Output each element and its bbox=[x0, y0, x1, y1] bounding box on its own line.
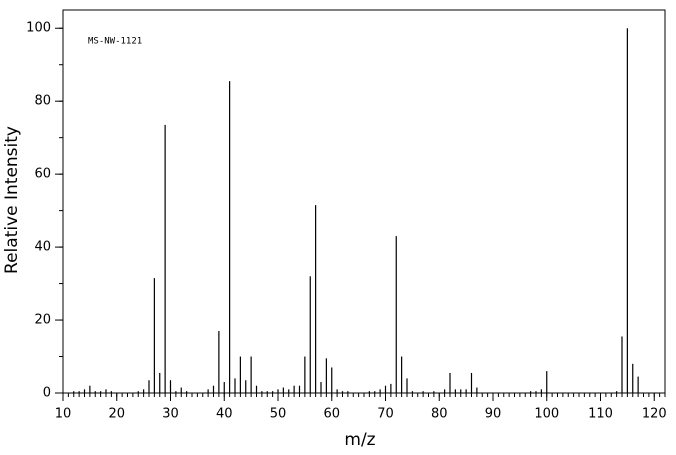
annotation: MS-NW-1121 bbox=[88, 37, 142, 47]
y-axis-title: Relative Intensity bbox=[2, 126, 22, 274]
x-tick-label: 120 bbox=[642, 407, 667, 422]
x-axis-title: m/z bbox=[344, 430, 375, 450]
x-tick-label: 70 bbox=[377, 407, 394, 422]
x-tick-label: 110 bbox=[588, 407, 613, 422]
x-tick-label: 60 bbox=[323, 407, 340, 422]
x-tick-label: 50 bbox=[270, 407, 287, 422]
y-tick-label: 60 bbox=[34, 167, 51, 182]
x-tick-label: 10 bbox=[55, 407, 72, 422]
y-tick-label: 0 bbox=[43, 386, 51, 401]
x-tick-label: 40 bbox=[216, 407, 233, 422]
x-tick-label: 20 bbox=[108, 407, 125, 422]
y-tick-label: 20 bbox=[34, 313, 51, 328]
plot-frame bbox=[62, 9, 666, 394]
x-tick-label: 80 bbox=[431, 407, 448, 422]
x-tick-label: 100 bbox=[534, 407, 559, 422]
y-tick-label: 80 bbox=[34, 94, 51, 109]
x-tick-label: 90 bbox=[485, 407, 502, 422]
y-tick-label: 40 bbox=[34, 240, 51, 255]
y-tick-label: 100 bbox=[26, 21, 51, 36]
x-tick-label: 30 bbox=[162, 407, 179, 422]
